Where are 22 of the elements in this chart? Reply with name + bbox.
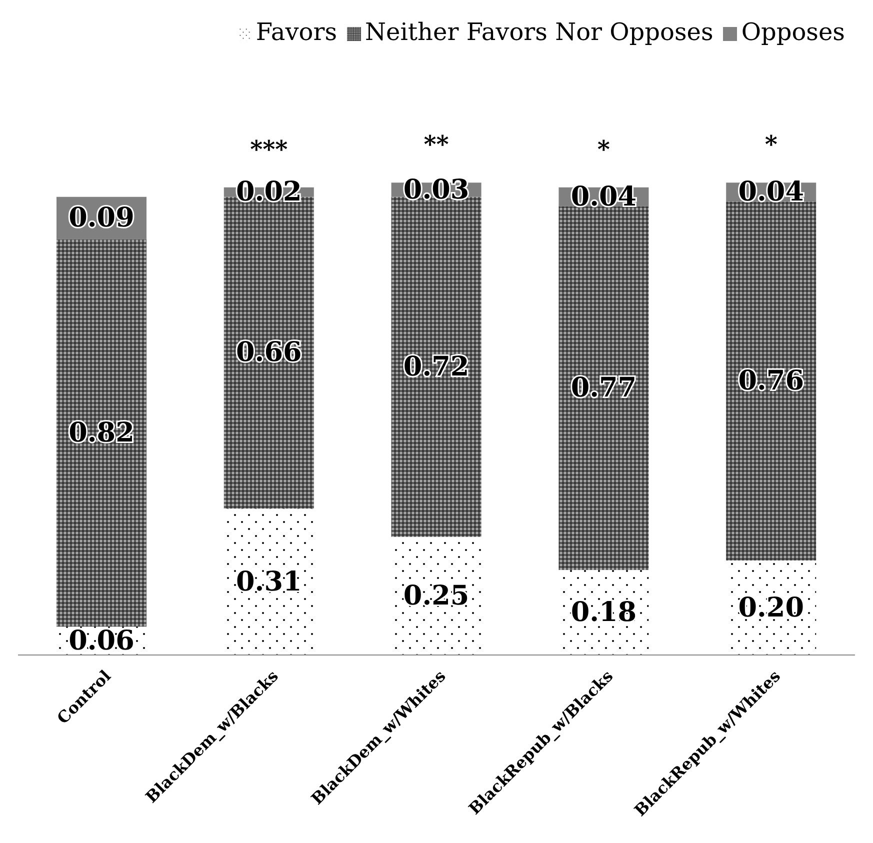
data-label: 0.04: [738, 176, 804, 208]
legend-label: Favors: [256, 18, 338, 46]
legend-label: Neither Favors Nor Opposes: [365, 18, 714, 46]
text: ***: [250, 134, 288, 164]
bar: [726, 202, 816, 561]
legend-label: Opposes: [741, 18, 845, 46]
data-label: 0.09: [68, 202, 134, 234]
data-label: 0.20: [738, 592, 804, 624]
data-label: 0.77: [570, 372, 637, 404]
data-label: 0.03: [403, 174, 470, 206]
data-label: 0.31: [236, 566, 302, 598]
data-label: 0.06: [68, 625, 134, 656]
data-label: 0.72: [403, 351, 470, 382]
text: *: [764, 130, 778, 159]
data-label: 0.76: [738, 366, 804, 397]
data-label: 0.18: [570, 596, 637, 628]
data-label: 0.25: [403, 580, 470, 612]
data-label: 0.82: [68, 418, 134, 449]
data-label: 0.04: [570, 181, 637, 212]
data-label: 0.66: [236, 337, 302, 368]
text: *: [597, 134, 610, 164]
text: **: [424, 130, 450, 159]
